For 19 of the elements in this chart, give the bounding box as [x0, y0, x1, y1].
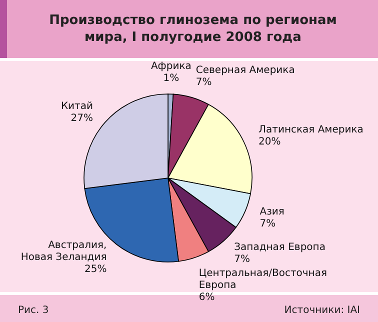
- slice-label: Северная Америка: [196, 64, 295, 76]
- data-label: 7%: [260, 218, 276, 230]
- data-label: 6%: [198, 292, 215, 303]
- text: Источники: IAI: [284, 305, 360, 316]
- slice-label: Африка: [150, 60, 192, 72]
- slice-label: Азия: [260, 206, 284, 218]
- data-label: 27%: [70, 112, 93, 124]
- data-label: 20%: [258, 136, 281, 148]
- slice-label: Китай: [60, 100, 93, 112]
- data-label: 7%: [196, 76, 212, 88]
- slice-label: Австралия, Новая Зеландия: [20, 240, 107, 263]
- text: Рис. 3: [18, 305, 49, 316]
- slice-label: Западная Европа: [234, 242, 326, 253]
- data-label: 1%: [163, 72, 180, 84]
- data-label: 7%: [234, 254, 250, 265]
- slice-label: Центральная/Восточная Европа: [198, 268, 328, 291]
- data-label: 25%: [84, 264, 107, 275]
- chart-title: Производство глинозема по регионам мира, I полугодие 2008 года: [49, 13, 337, 45]
- slice-label: Латинская Америка: [258, 124, 364, 136]
